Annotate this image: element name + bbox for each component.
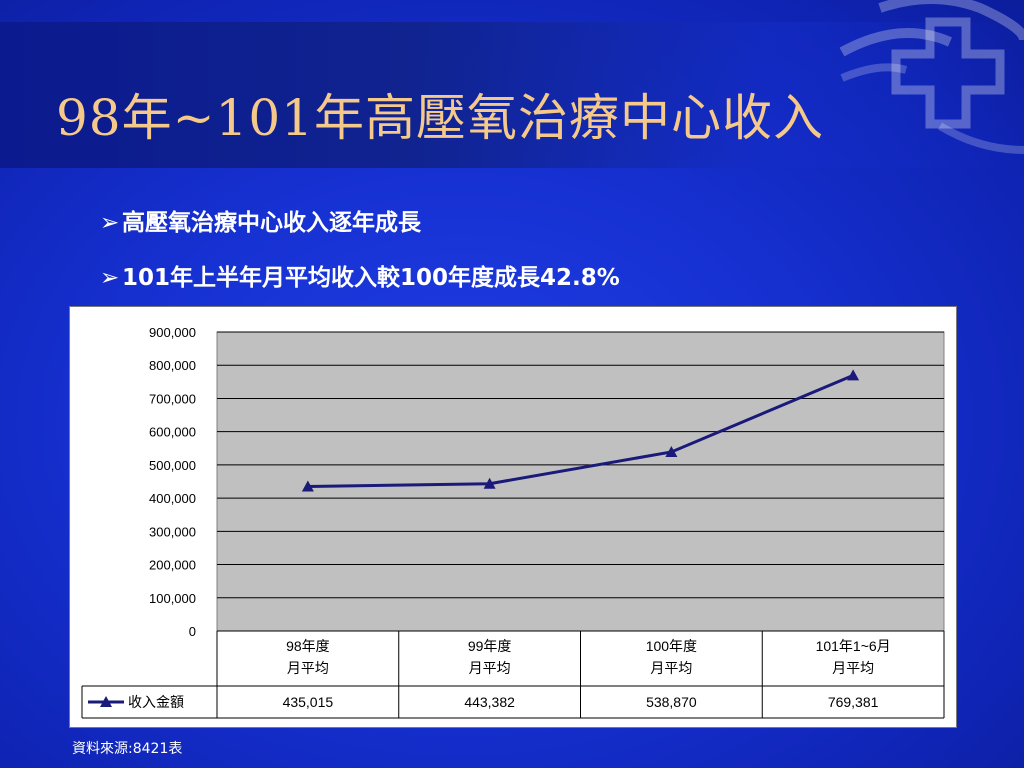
triangle-marker xyxy=(301,480,314,492)
data-table-value: 435,015 xyxy=(283,694,334,710)
chart-svg: 0 100,000 200,000 300,000 400,000 500,000 600,… xyxy=(81,325,945,719)
legend-label: 收入金額 xyxy=(128,694,184,710)
hospital-cross-logo xyxy=(840,0,1024,154)
x-category-label: 月平均 xyxy=(832,660,874,676)
triangle-marker xyxy=(483,477,496,489)
series-line xyxy=(307,374,854,488)
x-category-label: 100年度 xyxy=(646,638,697,654)
x-category-label: 月平均 xyxy=(469,660,511,676)
y-tick-label: 300,000 xyxy=(149,524,196,539)
bullet-1: ➢ 高壓氧治療中心收入逐年成長 xyxy=(100,205,421,241)
bullet-1-text: 高壓氧治療中心收入逐年成長 xyxy=(122,210,421,236)
bullet-2: ➢ 101年上半年月平均收入較100年度成長42.8% xyxy=(100,260,620,296)
source-note: 資料來源:8421表 xyxy=(72,741,183,757)
slide-title: 98年~101年高壓氧治療中心收入 xyxy=(56,89,824,147)
x-category-label: 99年度 xyxy=(468,638,512,654)
y-tick-label: 800,000 xyxy=(149,358,196,373)
y-tick-label: 200,000 xyxy=(149,558,196,573)
y-tick-label: 900,000 xyxy=(149,325,196,340)
arrow-bullet-icon: ➢ xyxy=(100,265,120,291)
y-tick-label: 700,000 xyxy=(149,391,196,406)
data-table-value: 443,382 xyxy=(464,694,515,710)
triangle-marker xyxy=(847,369,860,381)
x-category-label: 101年1~6月 xyxy=(816,638,891,654)
y-tick-label: 100,000 xyxy=(149,591,196,606)
legend-triangle-marker xyxy=(100,696,112,707)
title-band xyxy=(0,22,1024,168)
arrow-bullet-icon: ➢ xyxy=(100,210,120,236)
y-tick-label: 500,000 xyxy=(149,458,196,473)
data-table-value: 769,381 xyxy=(828,694,879,710)
x-category-label: 月平均 xyxy=(287,660,329,676)
x-category-label: 98年度 xyxy=(286,638,330,654)
y-tick-label: 0 xyxy=(189,624,196,639)
y-tick-label: 400,000 xyxy=(149,491,196,506)
triangle-marker xyxy=(665,445,678,457)
y-tick-label: 600,000 xyxy=(149,425,196,440)
data-table-value: 538,870 xyxy=(646,694,697,710)
revenue-line-chart: 0 100,000 200,000 300,000 400,000 500,000 600,… xyxy=(69,306,957,728)
x-category-label: 月平均 xyxy=(650,660,692,676)
bullet-2-text: 101年上半年月平均收入較100年度成長42.8% xyxy=(122,265,620,291)
plot-area xyxy=(216,331,945,632)
